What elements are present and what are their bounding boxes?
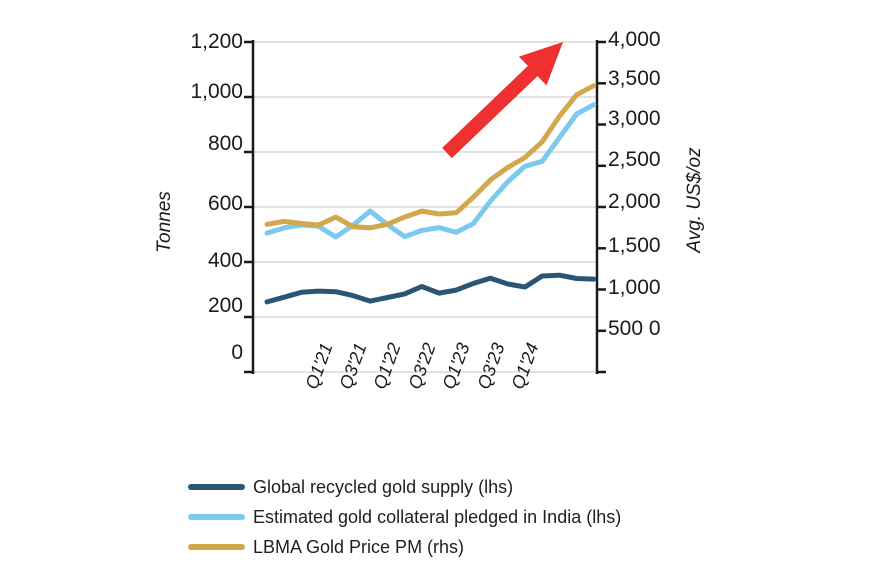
right-tick-label: 500 0 bbox=[608, 317, 661, 340]
right-tick-label: 2,500 bbox=[608, 148, 661, 171]
left-tick-label: 1,000 bbox=[190, 80, 243, 103]
left-tick-label: 1,200 bbox=[190, 30, 243, 53]
series-line-2 bbox=[264, 83, 597, 231]
legend-item: Estimated gold collateral pledged in Ind… bbox=[188, 502, 621, 532]
gridlines bbox=[253, 41, 597, 373]
left-tick-label: 200 bbox=[207, 294, 243, 317]
right-tick-label: 3,000 bbox=[608, 107, 661, 130]
legend-item: LBMA Gold Price PM (rhs) bbox=[188, 532, 621, 562]
series-layer bbox=[264, 83, 597, 305]
legend-swatch-recycled-supply bbox=[188, 484, 245, 490]
series-line-0 bbox=[264, 272, 597, 305]
series-line-1 bbox=[264, 102, 597, 240]
right-axis-line bbox=[595, 40, 606, 374]
right-tick-label: 4,000 bbox=[608, 28, 661, 51]
left-tick-label: 400 bbox=[207, 249, 243, 272]
chart-legend: Global recycled gold supply (lhs) Estima… bbox=[188, 472, 621, 562]
left-tick-label: 0 bbox=[231, 341, 243, 364]
right-tick-label: 3,500 bbox=[608, 67, 661, 90]
left-tick-label: 800 bbox=[207, 132, 243, 155]
legend-swatch-lbma-price bbox=[188, 544, 245, 550]
arrow-annotation bbox=[442, 42, 563, 159]
legend-label: LBMA Gold Price PM (rhs) bbox=[253, 537, 465, 557]
legend-swatch-india-collateral bbox=[188, 514, 245, 520]
left-axis-line bbox=[244, 40, 255, 374]
legend-label: Estimated gold collateral pledged in Ind… bbox=[253, 507, 622, 527]
legend-label: Global recycled gold supply (lhs) bbox=[253, 477, 514, 497]
chart-plot bbox=[244, 40, 606, 374]
left-tick-label: 600 bbox=[207, 192, 243, 215]
right-tick-label: 1,000 bbox=[608, 276, 661, 299]
right-tick-label: 1,500 bbox=[608, 234, 661, 257]
legend-item: Global recycled gold supply (lhs) bbox=[188, 472, 621, 502]
right-tick-label: 2,000 bbox=[608, 190, 661, 213]
